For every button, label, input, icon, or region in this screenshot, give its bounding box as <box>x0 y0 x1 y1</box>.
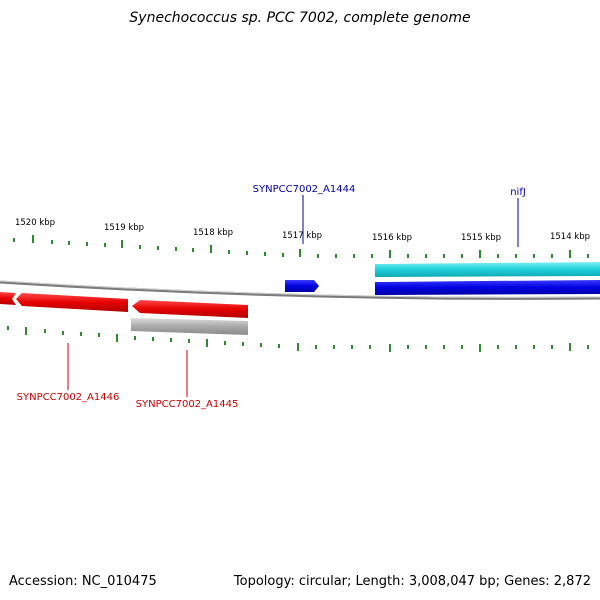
lower-tick-row <box>7 326 589 352</box>
scale-label-1516: 1516 kbp <box>372 233 412 243</box>
scale-label-1515: 1515 kbp <box>461 233 501 243</box>
map-title: Synechococcus sp. PCC 7002, complete gen… <box>129 10 471 26</box>
reverse-feature-track[interactable] <box>131 318 248 335</box>
scale-label-1517: 1517 kbp <box>282 231 322 241</box>
scale-label-1518: 1518 kbp <box>193 228 233 238</box>
gene-partial-left[interactable] <box>0 292 16 305</box>
genome-summary-text: Topology: circular; Length: 3,008,047 bp… <box>233 574 591 589</box>
scale-label-1520: 1520 kbp <box>15 218 55 228</box>
gene-synpcc7002-a1446[interactable] <box>16 293 128 312</box>
scale-label-1519: 1519 kbp <box>104 223 144 233</box>
accession-text: Accession: NC_010475 <box>9 574 157 589</box>
gene-nifj[interactable] <box>375 280 600 295</box>
gene-synpcc7002-a1444[interactable] <box>285 280 319 292</box>
gene-label-nifj[interactable]: nifJ <box>510 187 526 198</box>
genome-backbone <box>0 280 600 300</box>
upper-tick-row <box>13 235 589 258</box>
gene-label-a1446[interactable]: SYNPCC7002_A1446 <box>17 392 120 403</box>
scale-label-1514: 1514 kbp <box>550 232 590 242</box>
forward-feature-track[interactable] <box>375 262 600 277</box>
gene-label-a1444[interactable]: SYNPCC7002_A1444 <box>253 184 356 195</box>
gene-synpcc7002-a1445-red[interactable] <box>132 300 248 318</box>
gene-label-a1445[interactable]: SYNPCC7002_A1445 <box>136 399 239 410</box>
